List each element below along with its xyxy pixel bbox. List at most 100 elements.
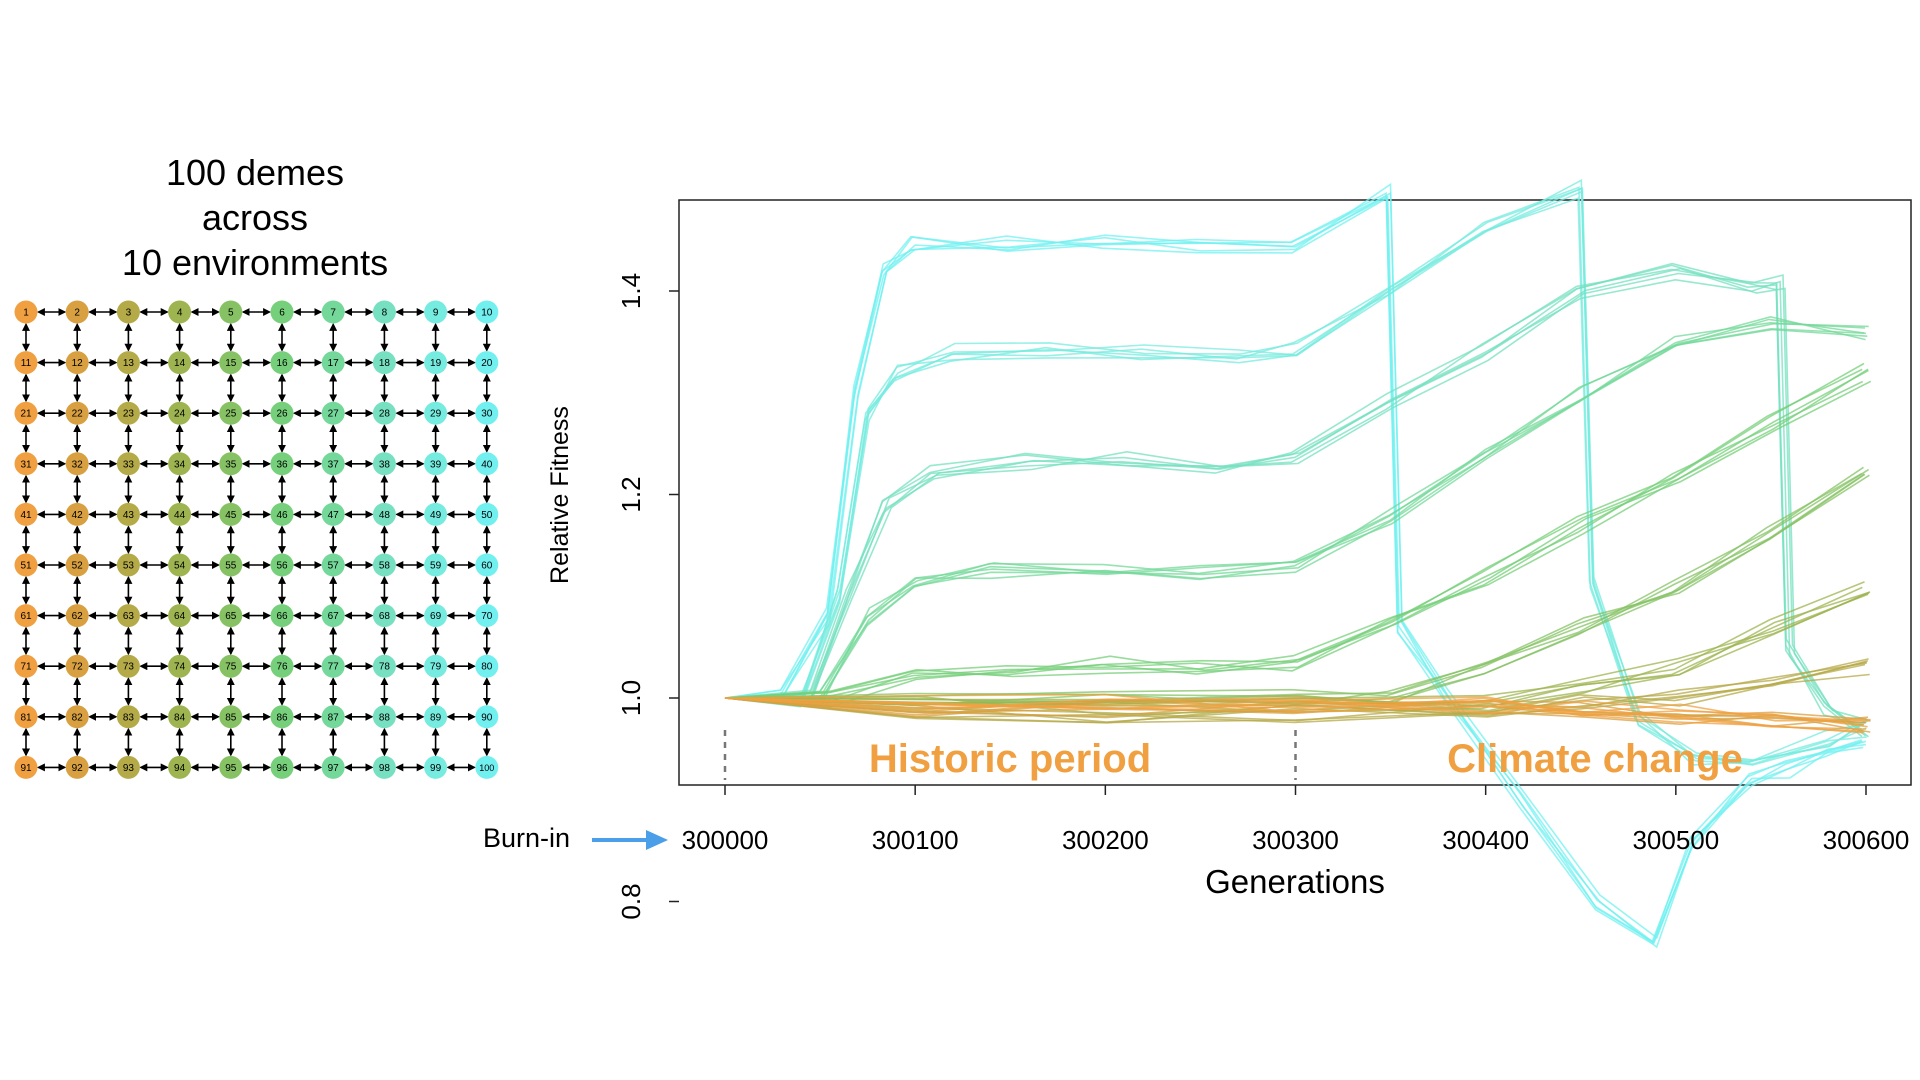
deme-node bbox=[372, 705, 396, 729]
deme-node bbox=[65, 502, 89, 526]
deme-label: 41 bbox=[20, 510, 32, 521]
series-10 bbox=[724, 693, 1871, 734]
deme-label: 4 bbox=[177, 308, 183, 319]
deme-node bbox=[372, 755, 396, 779]
deme-label: 17 bbox=[328, 358, 340, 369]
deme-node bbox=[14, 351, 38, 375]
deme-node bbox=[116, 553, 140, 577]
deme-node bbox=[116, 755, 140, 779]
deme-label: 37 bbox=[328, 459, 340, 470]
deme-node bbox=[372, 604, 396, 628]
deme-node bbox=[270, 604, 294, 628]
deme-node bbox=[219, 401, 243, 425]
deme-label: 49 bbox=[430, 510, 442, 521]
series-7-line bbox=[724, 591, 1870, 705]
deme-node bbox=[475, 553, 499, 577]
deme-node bbox=[372, 452, 396, 476]
deme-label: 25 bbox=[225, 409, 237, 420]
deme-label: 58 bbox=[379, 561, 391, 572]
series-3-line bbox=[724, 278, 1867, 737]
deme-node bbox=[168, 755, 192, 779]
deme-node bbox=[475, 705, 499, 729]
deme-label: 86 bbox=[276, 712, 288, 723]
series-2-line bbox=[724, 187, 1867, 765]
deme-label: 47 bbox=[328, 510, 340, 521]
grid-title: 100 demes across 10 environments bbox=[90, 150, 420, 285]
deme-label: 46 bbox=[276, 510, 288, 521]
deme-node bbox=[116, 300, 140, 324]
deme-label: 35 bbox=[225, 459, 237, 470]
deme-label: 34 bbox=[174, 459, 186, 470]
deme-label: 12 bbox=[72, 358, 84, 369]
deme-label: 81 bbox=[20, 712, 32, 723]
deme-node bbox=[321, 604, 345, 628]
deme-label: 9 bbox=[433, 308, 439, 319]
deme-label: 23 bbox=[123, 409, 135, 420]
deme-label: 33 bbox=[123, 459, 135, 470]
deme-label: 39 bbox=[430, 459, 442, 470]
deme-node bbox=[424, 452, 448, 476]
series-1-line bbox=[724, 194, 1863, 945]
deme-label: 63 bbox=[123, 611, 135, 622]
deme-node bbox=[372, 351, 396, 375]
deme-label: 44 bbox=[174, 510, 186, 521]
deme-label: 15 bbox=[225, 358, 237, 369]
deme-node bbox=[219, 553, 243, 577]
deme-label: 60 bbox=[481, 561, 493, 572]
y-tick-label: 0.8 bbox=[616, 883, 646, 919]
series-5-line bbox=[724, 368, 1869, 708]
deme-label: 5 bbox=[228, 308, 234, 319]
deme-label: 57 bbox=[328, 561, 340, 572]
deme-node bbox=[219, 300, 243, 324]
series-2-line bbox=[724, 186, 1865, 766]
deme-node bbox=[65, 654, 89, 678]
series-3 bbox=[724, 262, 1871, 738]
deme-node bbox=[475, 604, 499, 628]
y-tick-label: 1.2 bbox=[616, 476, 646, 512]
series-7-line bbox=[724, 586, 1863, 714]
series-7-line bbox=[724, 592, 1870, 712]
deme-node bbox=[219, 705, 243, 729]
deme-label: 65 bbox=[225, 611, 237, 622]
deme-label: 74 bbox=[174, 662, 186, 673]
series-3-line bbox=[724, 268, 1863, 738]
x-tick-label: 300600 bbox=[1823, 825, 1910, 855]
deme-node bbox=[65, 705, 89, 729]
deme-label: 21 bbox=[20, 409, 32, 420]
deme-label: 2 bbox=[74, 308, 80, 319]
deme-node bbox=[219, 604, 243, 628]
deme-node bbox=[270, 351, 294, 375]
deme-node bbox=[321, 705, 345, 729]
deme-label: 95 bbox=[225, 763, 237, 774]
series-10-line bbox=[724, 693, 1867, 730]
deme-label: 94 bbox=[174, 763, 186, 774]
deme-node bbox=[14, 654, 38, 678]
deme-node bbox=[475, 502, 499, 526]
deme-label: 92 bbox=[72, 763, 84, 774]
deme-node bbox=[321, 300, 345, 324]
series-4-line bbox=[724, 327, 1867, 699]
deme-node bbox=[14, 502, 38, 526]
deme-label: 32 bbox=[72, 459, 84, 470]
deme-node bbox=[475, 452, 499, 476]
deme-node bbox=[475, 755, 499, 779]
deme-node bbox=[321, 755, 345, 779]
deme-node bbox=[116, 705, 140, 729]
deme-label: 18 bbox=[379, 358, 391, 369]
deme-node bbox=[219, 654, 243, 678]
deme-node bbox=[321, 654, 345, 678]
deme-node bbox=[321, 502, 345, 526]
series-2 bbox=[724, 178, 1869, 766]
series-4-line bbox=[724, 322, 1869, 707]
deme-label: 28 bbox=[379, 409, 391, 420]
deme-label: 79 bbox=[430, 662, 442, 673]
deme-label: 68 bbox=[379, 611, 391, 622]
deme-label: 83 bbox=[123, 712, 135, 723]
deme-label: 90 bbox=[481, 712, 493, 723]
deme-node bbox=[168, 401, 192, 425]
climate-change-label: Climate change bbox=[1447, 737, 1743, 781]
deme-node bbox=[475, 300, 499, 324]
deme-label: 38 bbox=[379, 459, 391, 470]
deme-label: 8 bbox=[382, 308, 388, 319]
